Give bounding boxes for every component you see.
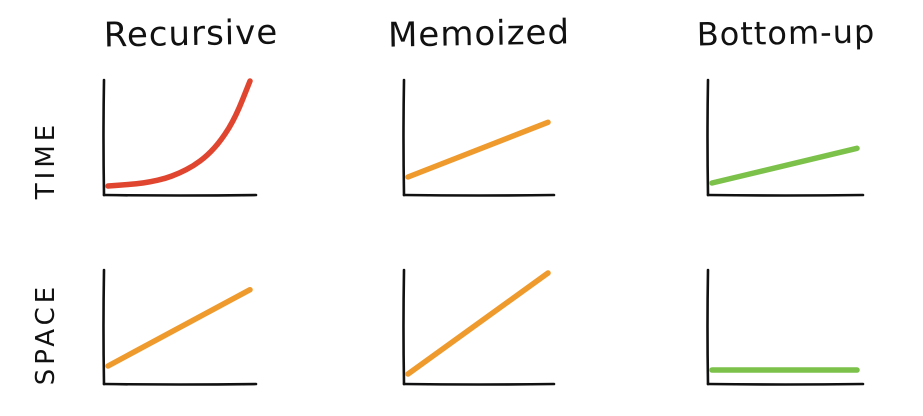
x-axis-space-memoized: [404, 384, 554, 385]
curve-time-recursive: [108, 81, 250, 186]
x-axis-space-bottomup: [708, 384, 863, 385]
x-axis-time-memoized: [404, 195, 554, 196]
x-axis-time-recursive: [104, 195, 256, 196]
curve-time-bottomup: [712, 148, 857, 183]
plot-time-recursive: [104, 80, 257, 196]
plot-time-memoized: [404, 80, 555, 196]
curve-space-memoized: [408, 273, 548, 374]
y-axis-time-memoized: [404, 80, 405, 195]
x-axis-time-bottomup: [708, 195, 863, 196]
y-axis-space-memoized: [404, 270, 405, 384]
y-axis-time-recursive: [104, 80, 105, 195]
curve-space-recursive: [108, 290, 250, 366]
x-axis-space-recursive: [104, 384, 256, 385]
y-axis-space-bottomup: [708, 270, 709, 384]
y-axis-space-recursive: [104, 270, 105, 384]
y-axis-time-bottomup: [708, 80, 709, 195]
curve-time-memoized: [408, 122, 548, 177]
